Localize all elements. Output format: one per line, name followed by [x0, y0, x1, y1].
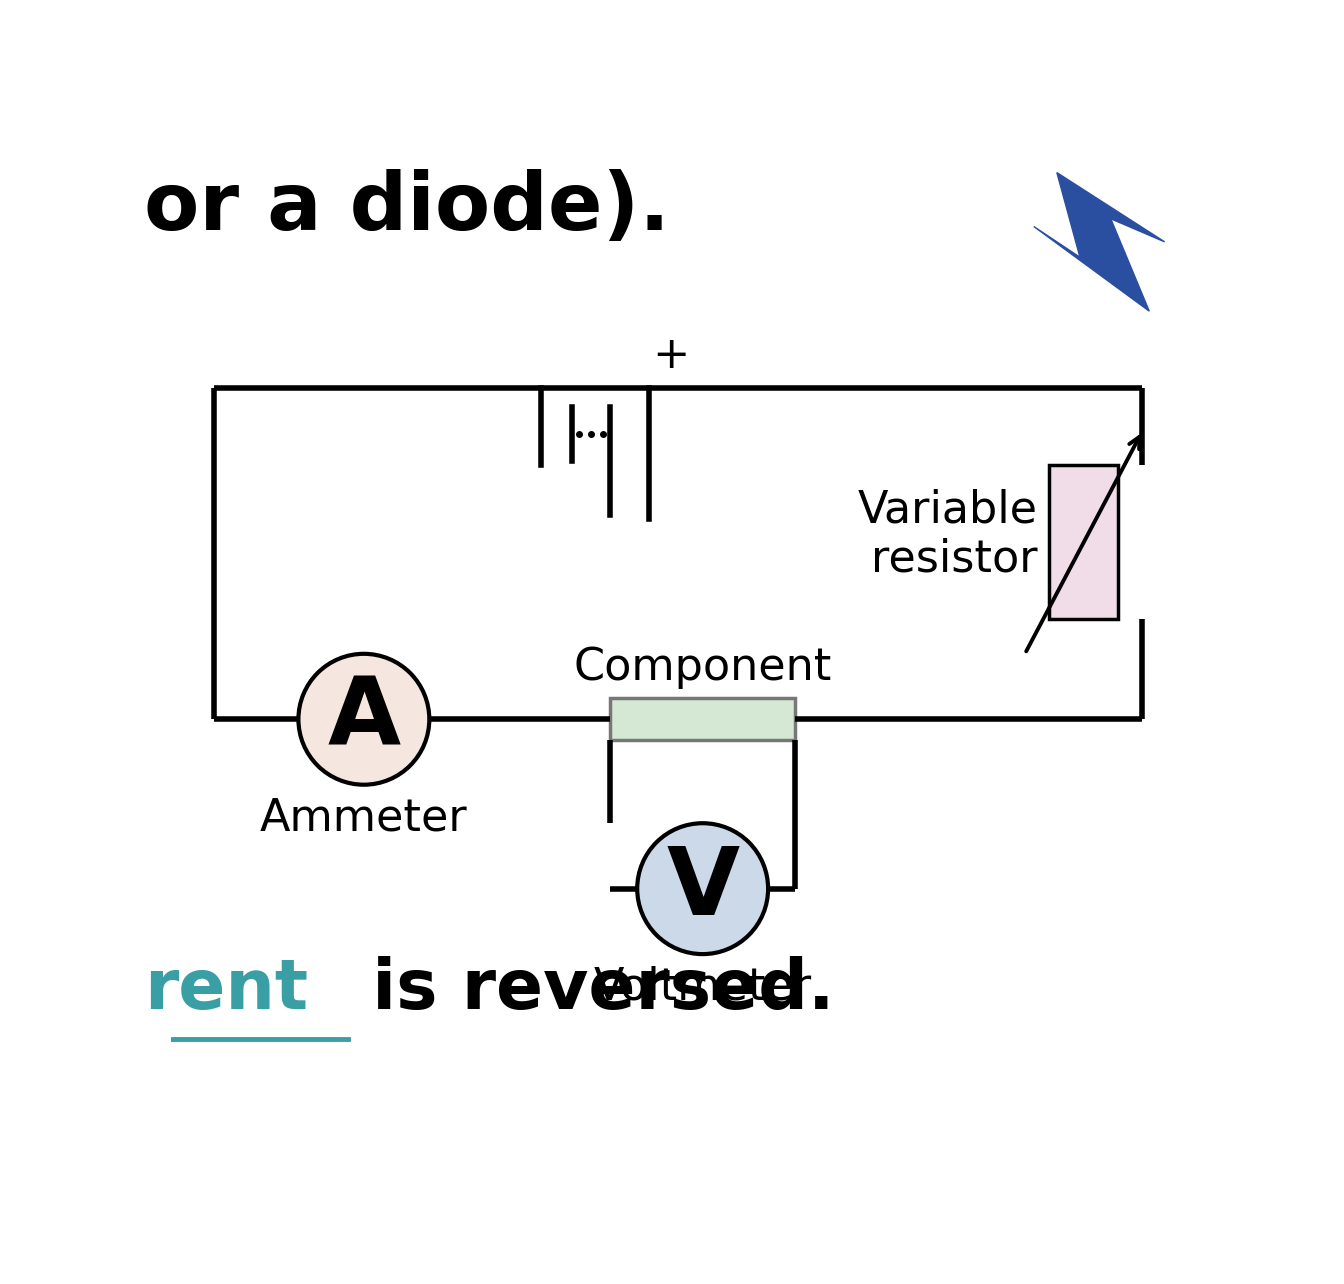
Text: V: V	[667, 842, 739, 935]
Text: Variable
resistor: Variable resistor	[857, 488, 1038, 580]
Bar	[610, 698, 796, 741]
Text: +: +	[653, 334, 689, 376]
Circle shape	[298, 654, 429, 785]
Text: A: A	[328, 673, 401, 765]
Text: Voltmeter: Voltmeter	[594, 966, 812, 1009]
Text: is reversed.: is reversed.	[348, 957, 835, 1023]
Circle shape	[637, 823, 769, 954]
Polygon shape	[1034, 172, 1165, 311]
Text: or a diode).: or a diode).	[144, 168, 671, 247]
Text: Ammeter: Ammeter	[259, 796, 468, 840]
Bar	[1050, 465, 1118, 619]
Text: rent: rent	[144, 957, 309, 1023]
Text: Component: Component	[574, 646, 832, 688]
